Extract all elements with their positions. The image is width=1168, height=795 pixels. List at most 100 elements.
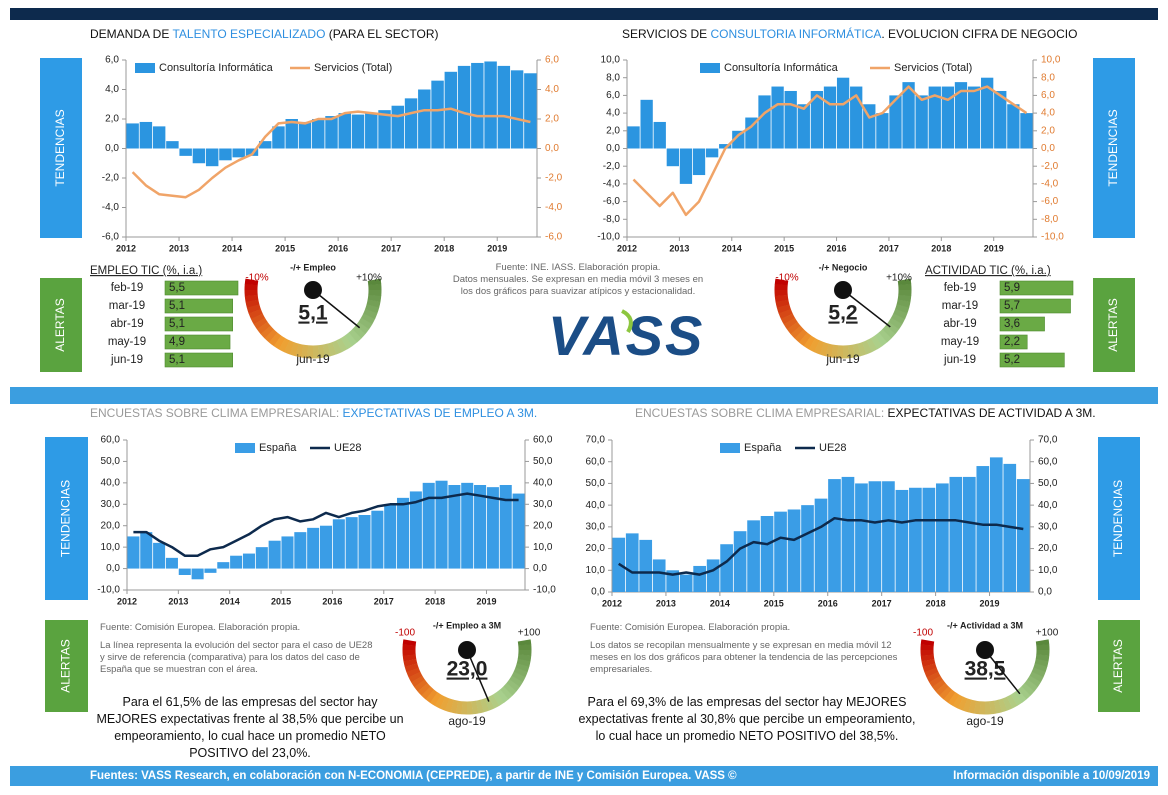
side-label: TENDENCIAS	[53, 109, 67, 186]
chart-title: ENCUESTAS SOBRE CLIMA EMPRESARIAL: EXPEC…	[635, 406, 1096, 420]
gauge-arc	[1018, 686, 1031, 700]
row-value: 5,1	[169, 354, 185, 366]
bar	[219, 148, 232, 161]
bar	[325, 116, 338, 149]
side-label-box	[1093, 58, 1135, 238]
gauge-arc	[365, 304, 380, 314]
bar	[371, 510, 384, 569]
gauge-arc	[273, 335, 286, 350]
summary: Para el 61,5% de las empresas del sector…	[96, 695, 404, 760]
legend-label: UE28	[334, 442, 362, 454]
gauge-arc	[808, 338, 820, 353]
gauge-arc	[885, 321, 900, 335]
gauge-arc	[492, 692, 505, 706]
x-tick-label: 2017	[381, 243, 401, 253]
note-top: Fuente: INE. IASS. Elaboración propia. D…	[450, 262, 706, 304]
y2-tick-label: -10,0	[533, 585, 556, 596]
gauge-arc	[998, 698, 1008, 713]
series-line	[632, 85, 1028, 217]
gauge-arc	[421, 686, 435, 700]
gauge-arc	[513, 667, 528, 678]
bar	[153, 542, 166, 569]
gauge-arc	[402, 654, 417, 662]
bar	[524, 73, 537, 149]
y-tick-label: -8,0	[603, 214, 621, 225]
gauge-arc	[861, 340, 873, 355]
gauge-arc	[957, 696, 968, 711]
x-tick-label: 2014	[710, 598, 730, 608]
bar	[486, 487, 499, 569]
gauge-tick	[774, 277, 789, 281]
y2-tick-label: 50,0	[533, 456, 553, 467]
bar	[994, 90, 1007, 149]
gauge-arc	[895, 304, 910, 314]
gauge-arc	[500, 686, 513, 700]
bar	[1020, 113, 1033, 149]
bar	[836, 77, 850, 149]
bar	[338, 113, 351, 149]
gauge-arc	[516, 658, 531, 667]
gauge-arc	[517, 638, 532, 646]
bar	[166, 141, 179, 149]
y-tick-label: -2,0	[102, 173, 120, 184]
y2-tick-label: 4,0	[545, 84, 559, 95]
title-part: (PARA EL SECTOR)	[325, 27, 438, 41]
row-value: 5,7	[1004, 300, 1020, 312]
y2-tick-label: -2,0	[1041, 161, 1059, 172]
x-tick-label: 2016	[328, 243, 348, 253]
row-bar	[164, 298, 233, 314]
gauge-arc	[284, 340, 295, 355]
gauge-value: 5,2	[828, 302, 857, 325]
gauge-arc	[952, 694, 964, 709]
x-tick-label: 2012	[117, 596, 137, 606]
bar	[457, 65, 471, 149]
side-label-box	[1098, 437, 1140, 600]
y-tick-label: 30,0	[586, 521, 606, 532]
bar	[922, 487, 936, 592]
bar	[512, 493, 525, 569]
bar	[787, 509, 801, 592]
y2-tick-label: 20,0	[533, 520, 553, 531]
bar	[889, 95, 902, 149]
gauge-arc	[819, 342, 829, 357]
x-tick-label: 2019	[476, 596, 496, 606]
bar	[268, 540, 281, 569]
title-part: SERVICIOS DE	[622, 27, 710, 41]
gauge-arc	[1034, 658, 1049, 667]
y-tick-label: 0,0	[606, 143, 620, 154]
bar	[391, 105, 405, 149]
bar	[474, 485, 487, 569]
bar	[814, 498, 828, 592]
y-tick-label: 50,0	[586, 478, 606, 489]
gauge-arc	[248, 308, 263, 320]
y2-tick-label: 10,0	[1038, 565, 1058, 576]
gauge-arc	[403, 658, 418, 667]
title-part: . EVOLUCION CIFRA DE NEGOCIO	[881, 27, 1077, 41]
y-tick-label: 2,0	[105, 114, 119, 125]
gauge-arc	[778, 308, 793, 320]
gauge-arc	[921, 658, 936, 667]
note-line: Fuente: INE. IASS. Elaboración propia.	[495, 262, 661, 273]
row-label: jun-19	[943, 354, 976, 366]
side-label: ALERTAS	[1106, 298, 1120, 352]
top-bar	[10, 8, 1158, 20]
y-tick-label: 40,0	[586, 500, 606, 511]
x-tick-label: 2012	[602, 598, 622, 608]
y2-tick-label: 8,0	[1041, 72, 1055, 83]
bar	[319, 525, 333, 569]
bar	[358, 515, 371, 569]
y2-tick-label: -10,0	[1041, 232, 1064, 243]
x-tick-label: 2018	[425, 596, 445, 606]
gauge-arc	[484, 696, 495, 711]
table-title: EMPLEO TIC (%, i.a.)	[90, 265, 202, 277]
gauge-date: jun-19	[295, 352, 330, 366]
title-part: DEMANDA DE	[90, 27, 172, 41]
bar	[192, 148, 206, 164]
bar	[435, 480, 448, 569]
x-tick-label: 2014	[222, 243, 242, 253]
y2-tick-label: 0,0	[1038, 587, 1052, 598]
y2-tick-label: 6,0	[545, 55, 559, 66]
series-line	[133, 492, 519, 557]
row-bar	[164, 352, 233, 368]
